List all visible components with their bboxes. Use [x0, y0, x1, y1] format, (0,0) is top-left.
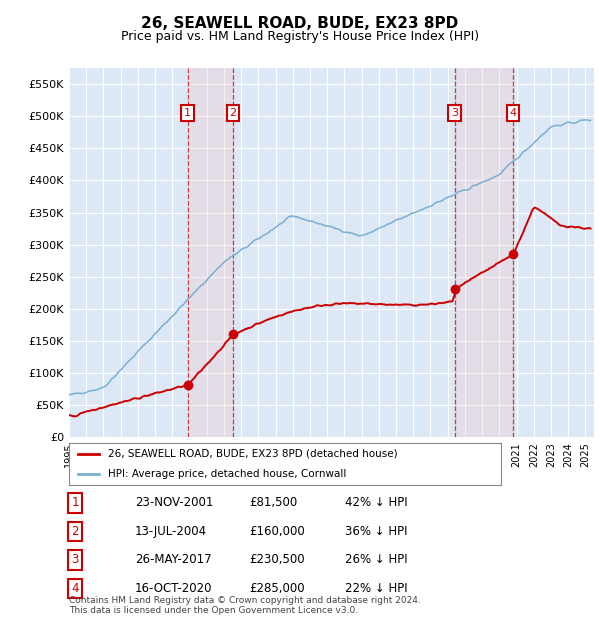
Text: 2: 2	[71, 525, 79, 538]
Text: 3: 3	[451, 108, 458, 118]
Text: 4: 4	[71, 582, 79, 595]
Text: 26, SEAWELL ROAD, BUDE, EX23 8PD: 26, SEAWELL ROAD, BUDE, EX23 8PD	[142, 16, 458, 30]
Text: Contains HM Land Registry data © Crown copyright and database right 2024.
This d: Contains HM Land Registry data © Crown c…	[69, 596, 421, 615]
Text: £285,000: £285,000	[249, 582, 305, 595]
Text: 16-OCT-2020: 16-OCT-2020	[135, 582, 212, 595]
Text: 3: 3	[71, 554, 79, 566]
Text: £230,500: £230,500	[249, 554, 305, 566]
Text: 26, SEAWELL ROAD, BUDE, EX23 8PD (detached house): 26, SEAWELL ROAD, BUDE, EX23 8PD (detach…	[108, 449, 398, 459]
Bar	[455, 68, 513, 437]
Text: 1: 1	[71, 497, 79, 509]
Text: £160,000: £160,000	[249, 525, 305, 538]
Text: 2: 2	[229, 108, 236, 118]
Text: £81,500: £81,500	[249, 497, 297, 509]
Text: 26% ↓ HPI: 26% ↓ HPI	[345, 554, 407, 566]
Bar	[188, 68, 233, 437]
Text: 22% ↓ HPI: 22% ↓ HPI	[345, 582, 407, 595]
Text: 42% ↓ HPI: 42% ↓ HPI	[345, 497, 407, 509]
Text: 23-NOV-2001: 23-NOV-2001	[135, 497, 214, 509]
Text: HPI: Average price, detached house, Cornwall: HPI: Average price, detached house, Corn…	[108, 469, 346, 479]
Text: 13-JUL-2004: 13-JUL-2004	[135, 525, 207, 538]
Text: 26-MAY-2017: 26-MAY-2017	[135, 554, 212, 566]
Text: 36% ↓ HPI: 36% ↓ HPI	[345, 525, 407, 538]
Text: 1: 1	[184, 108, 191, 118]
Text: Price paid vs. HM Land Registry's House Price Index (HPI): Price paid vs. HM Land Registry's House …	[121, 30, 479, 43]
Text: 4: 4	[509, 108, 517, 118]
